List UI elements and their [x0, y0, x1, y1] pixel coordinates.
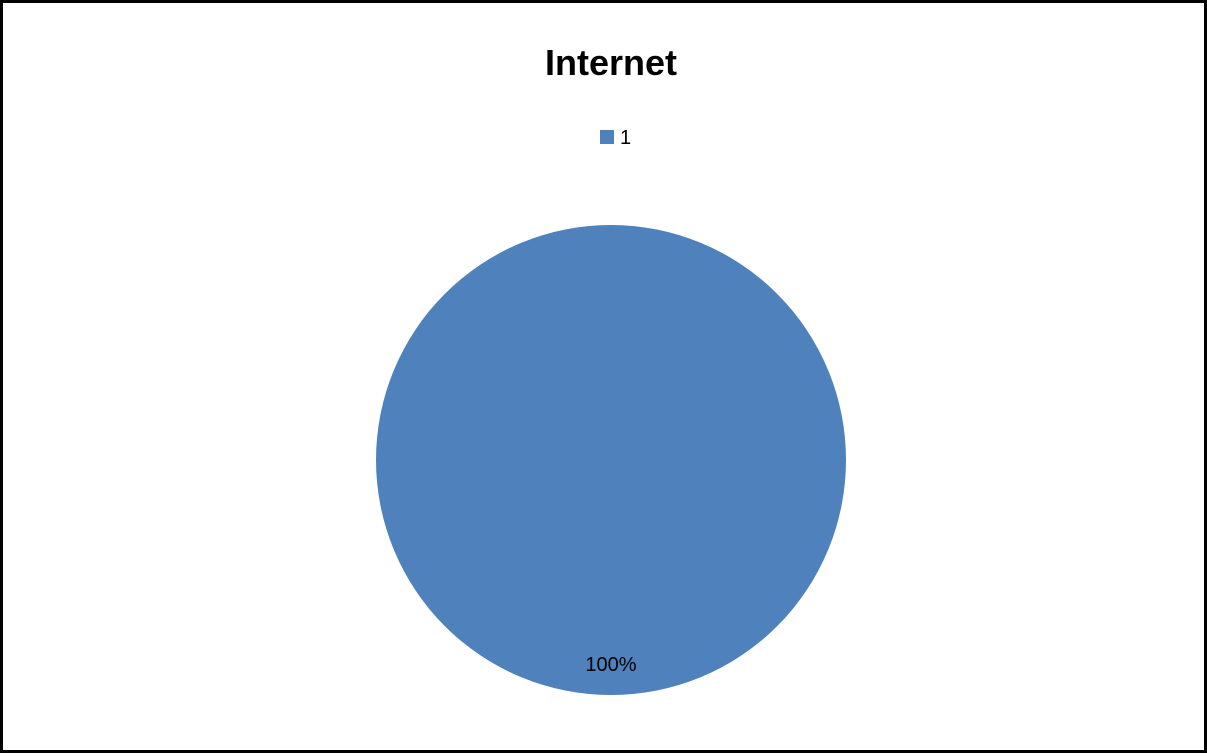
data-label-slice-1: 100% [585, 654, 636, 676]
pie-chart: Internet 1 100% [376, 42, 846, 695]
legend-swatch [600, 130, 614, 144]
legend-label: 1 [620, 127, 631, 149]
pie-group [376, 225, 846, 695]
legend: 1 [600, 127, 631, 149]
chart-title: Internet [545, 42, 677, 83]
pie-slice-1 [376, 225, 846, 695]
